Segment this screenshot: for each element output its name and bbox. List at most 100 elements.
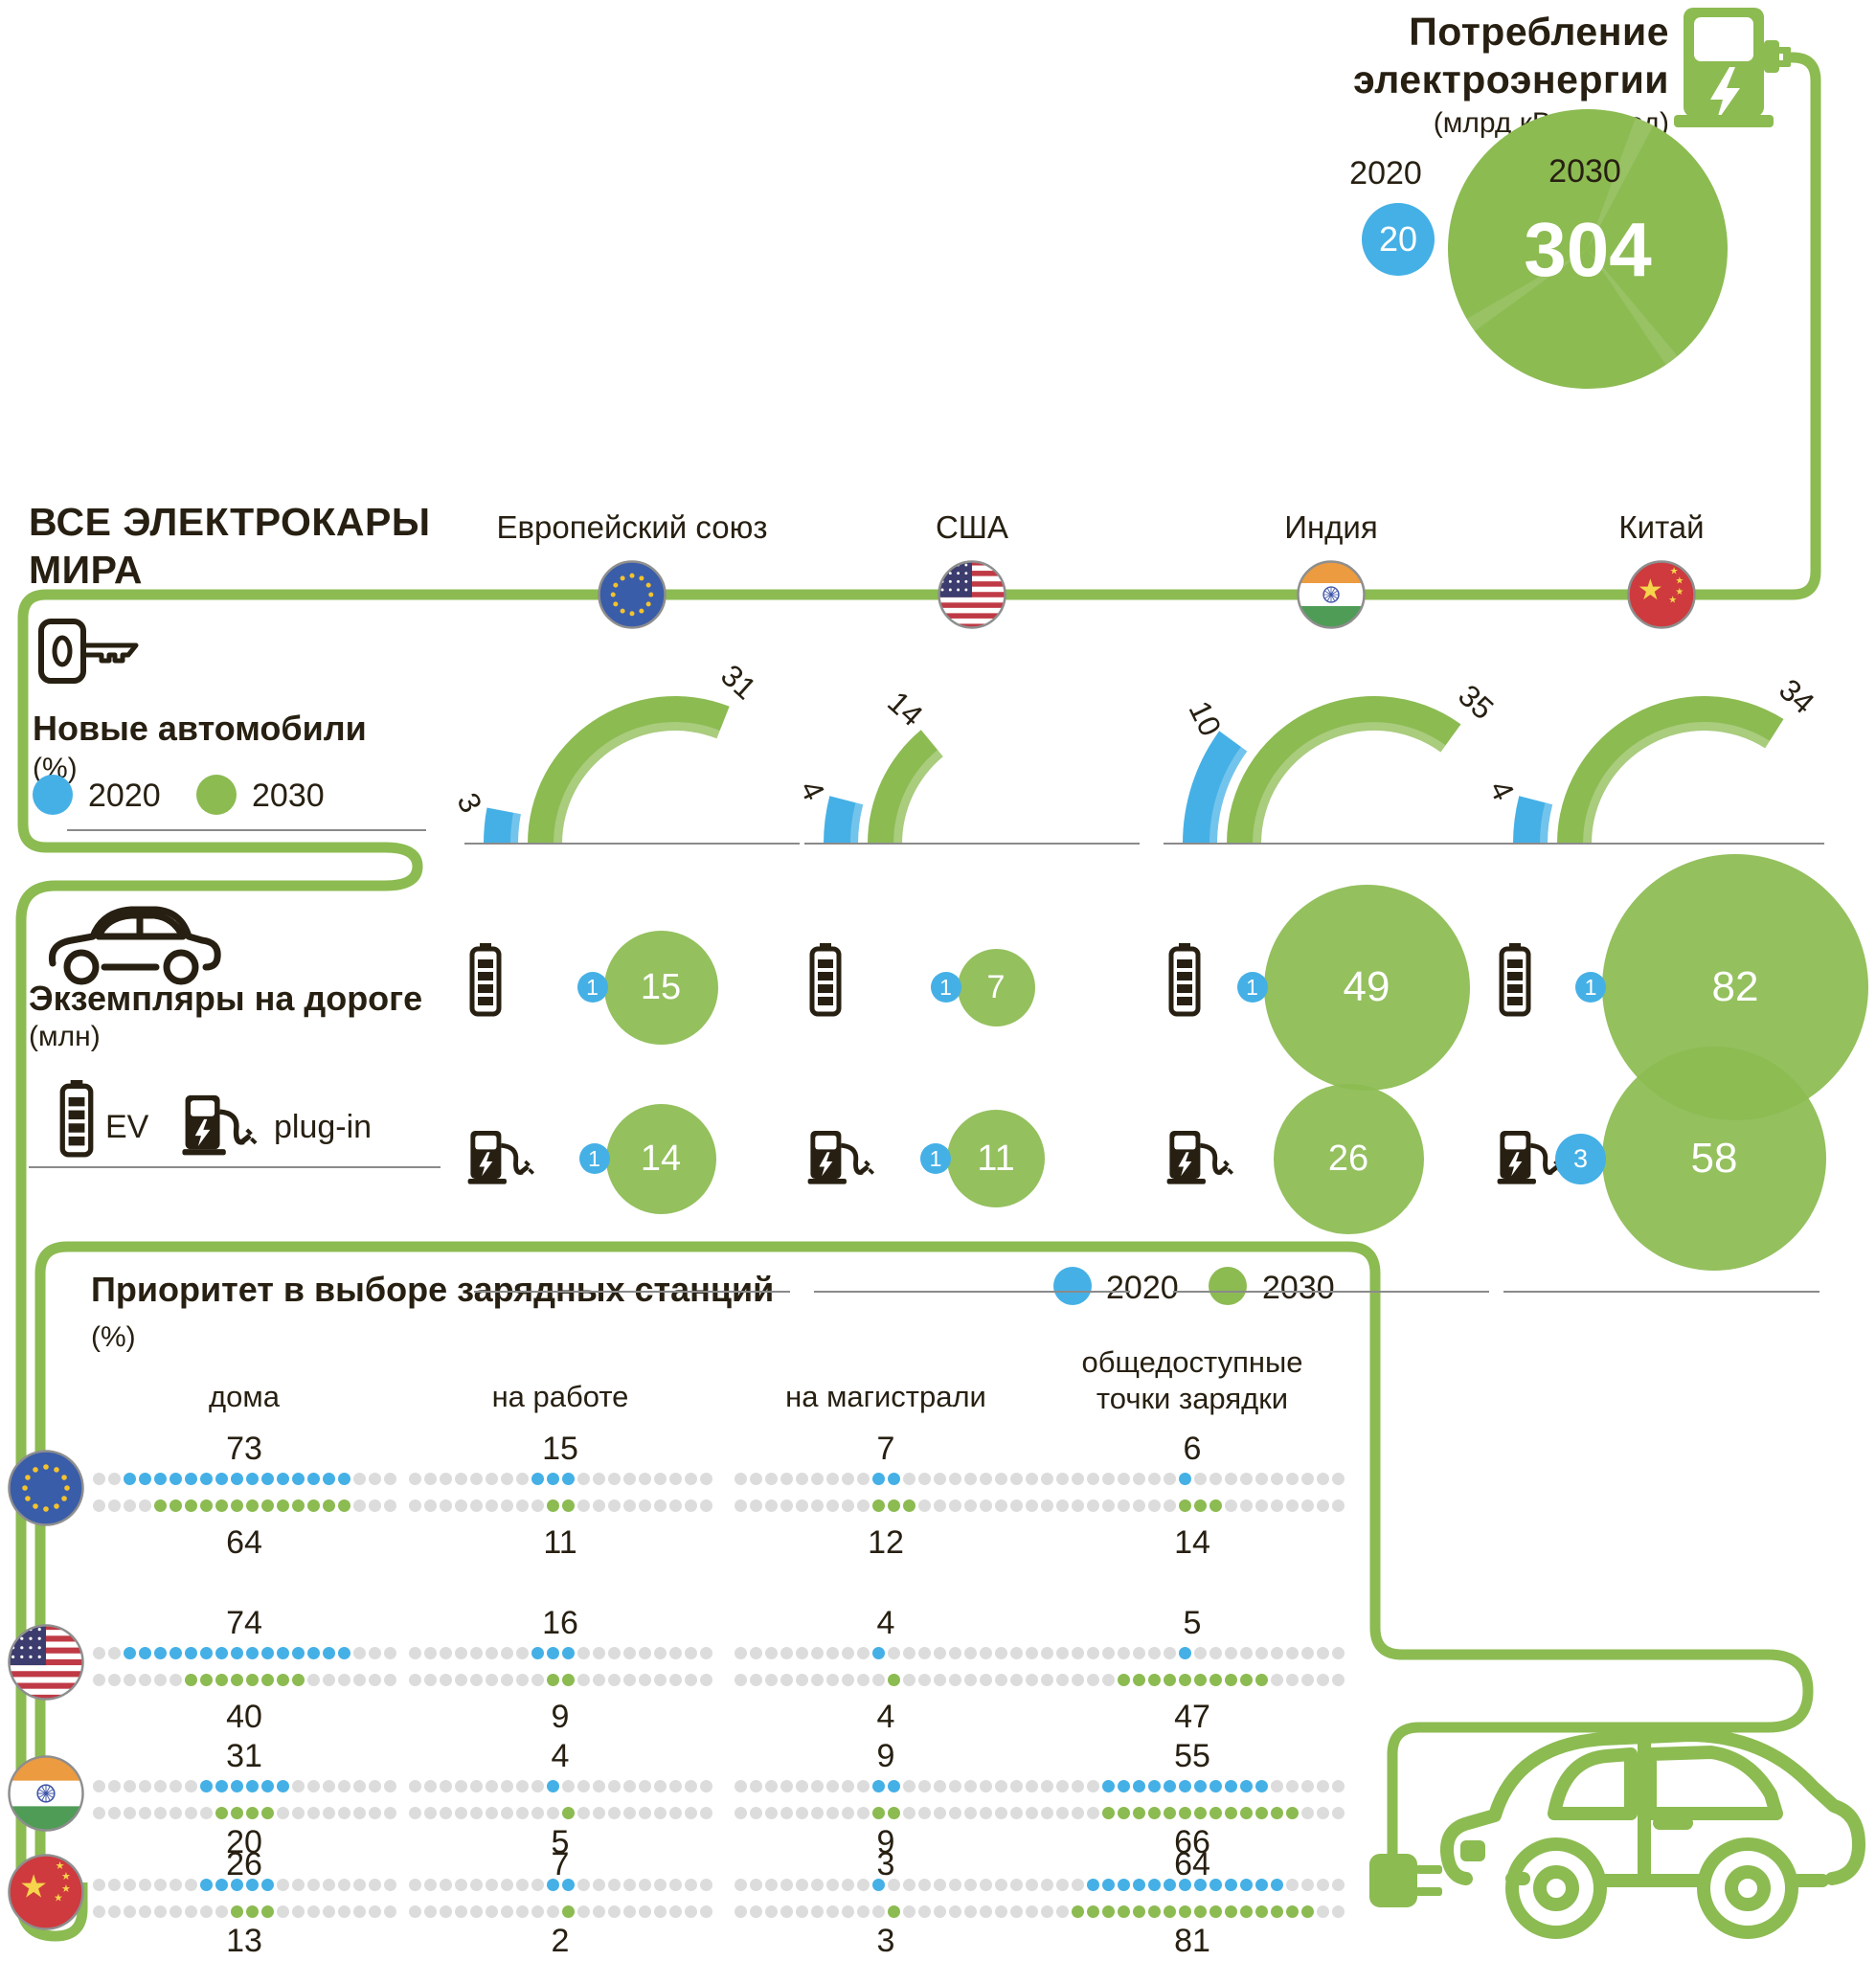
dot [277, 1499, 289, 1512]
dot [980, 1499, 992, 1512]
dot [1118, 1807, 1130, 1819]
dot [139, 1905, 151, 1918]
dot [1317, 1473, 1329, 1485]
dot [369, 1473, 381, 1485]
dot [516, 1807, 529, 1819]
electric-car-drawing [1439, 1728, 1865, 1939]
dot [200, 1647, 213, 1659]
dot [353, 1647, 366, 1659]
charging-column-header-3: общедоступные точки зарядки [1081, 1345, 1303, 1415]
dot [231, 1473, 243, 1485]
dot [685, 1499, 697, 1512]
dot [170, 1647, 182, 1659]
dot [531, 1879, 544, 1891]
dot [980, 1473, 992, 1485]
dot [1056, 1647, 1069, 1659]
dot [577, 1647, 590, 1659]
dot [1026, 1807, 1038, 1819]
dot [338, 1499, 350, 1512]
dot [903, 1647, 915, 1659]
dot [246, 1807, 259, 1819]
car-icon [43, 898, 225, 986]
charging-india-col2-2020-dots [735, 1780, 1041, 1792]
dot [654, 1879, 667, 1891]
dot [872, 1905, 885, 1918]
dot [639, 1674, 651, 1686]
dot [1225, 1499, 1237, 1512]
dot [811, 1473, 824, 1485]
dot [531, 1780, 544, 1792]
dot [1179, 1905, 1191, 1918]
dot [531, 1499, 544, 1512]
bubble-2030-plugin-india: 26 [1273, 1083, 1424, 1234]
dot [440, 1905, 452, 1918]
dot [669, 1674, 682, 1686]
dot [623, 1807, 636, 1819]
dot [593, 1905, 605, 1918]
dot [1271, 1647, 1283, 1659]
charging-legend-2020-label: 2020 [1106, 1270, 1179, 1306]
dot [1286, 1807, 1299, 1819]
dot [964, 1647, 977, 1659]
dot [1072, 1674, 1084, 1686]
dot [872, 1807, 885, 1819]
dot [1225, 1807, 1237, 1819]
dot [577, 1780, 590, 1792]
dot [562, 1905, 575, 1918]
bubble-2030-ev-usa: 7 [957, 948, 1035, 1026]
dot [1133, 1879, 1145, 1891]
dot [440, 1473, 452, 1485]
dot [261, 1473, 274, 1485]
bubble-2020-plugin-usa: 1 [920, 1143, 951, 1174]
dot [1010, 1879, 1023, 1891]
charging-pump-icon-usa [807, 1115, 875, 1195]
page-title: ВСЕ ЭЛЕКТРОКАРЫ МИРА [29, 500, 431, 592]
dot [455, 1473, 467, 1485]
dot [108, 1807, 121, 1819]
dot [353, 1905, 366, 1918]
dot [1301, 1780, 1314, 1792]
dot [292, 1807, 305, 1819]
dot [292, 1473, 305, 1485]
charging-eu-col0-2030-dots [93, 1499, 399, 1512]
dot [1072, 1473, 1084, 1485]
dot [246, 1879, 259, 1891]
dot [369, 1647, 381, 1659]
dot [1240, 1647, 1253, 1659]
battery-icon [809, 943, 842, 1017]
charging-legend-2030-dot [1209, 1267, 1247, 1305]
dot [750, 1499, 762, 1512]
dot [1255, 1780, 1268, 1792]
dot [1240, 1879, 1253, 1891]
charging-india-col1-2020-dots [409, 1780, 715, 1792]
dot [995, 1905, 1007, 1918]
dot [995, 1879, 1007, 1891]
dot [1301, 1473, 1314, 1485]
dot [1240, 1473, 1253, 1485]
dot [1164, 1674, 1176, 1686]
dot [700, 1647, 712, 1659]
dot [307, 1879, 320, 1891]
dot [811, 1807, 824, 1819]
dot [1164, 1647, 1176, 1659]
charging-usa-col0-2030-dots [93, 1674, 399, 1686]
dot [154, 1905, 167, 1918]
dot [139, 1807, 151, 1819]
dot [750, 1879, 762, 1891]
dot [185, 1879, 197, 1891]
legend-underline [67, 829, 426, 831]
dot [369, 1807, 381, 1819]
dot [918, 1780, 931, 1792]
gauge-china [1484, 642, 1876, 853]
plugin-legend-label: plug-in [274, 1109, 373, 1145]
dot [608, 1807, 621, 1819]
dot [811, 1780, 824, 1792]
charging-title: Приоритет в выборе зарядных станций [91, 1270, 775, 1309]
dot [872, 1674, 885, 1686]
dot [1317, 1499, 1329, 1512]
dot [231, 1499, 243, 1512]
dot [1010, 1473, 1023, 1485]
new-cars-title: Новые автомобили [33, 709, 367, 748]
charging-china-col2-2030-value: 3 [876, 1923, 895, 1959]
